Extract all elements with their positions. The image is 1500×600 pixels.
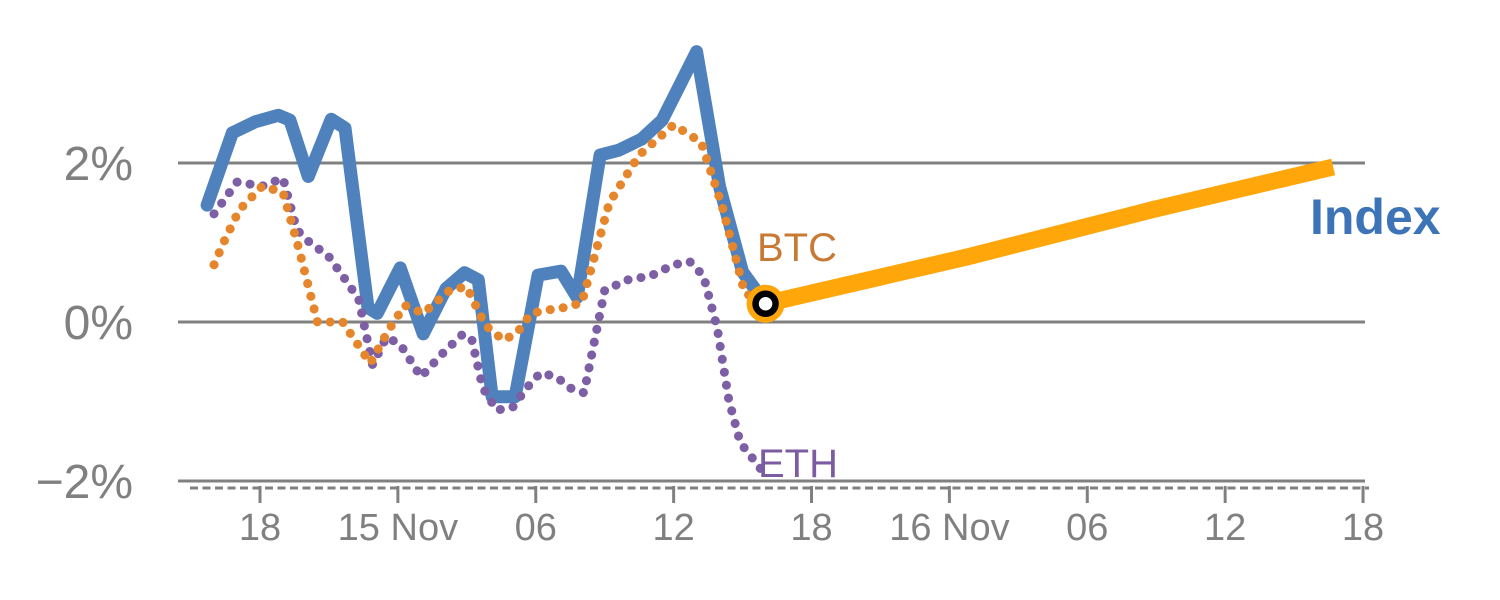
x-tick-label: 18: [1342, 507, 1384, 549]
y-axis-labels: 2% 0% −2%: [36, 138, 133, 509]
x-tick-label: 12: [652, 507, 694, 549]
eth-series-label: ETH: [758, 442, 838, 486]
x-tick-label: 18: [239, 507, 281, 549]
y-tick-label: 2%: [64, 138, 133, 191]
btc-series-label: BTC: [757, 226, 837, 270]
x-tick-label: 06: [1066, 507, 1108, 549]
x-tick-label: 15 Nov: [338, 507, 458, 549]
x-tick-label: 16 Nov: [889, 507, 1009, 549]
series-lines: [200, 45, 1336, 477]
index-series-label: Index: [1310, 189, 1441, 245]
y-tick-label: −2%: [36, 456, 133, 509]
index-line: [200, 45, 773, 404]
index-projection-line: [763, 158, 1336, 312]
x-tick-label: 18: [790, 507, 832, 549]
x-tick-label: 12: [1204, 507, 1246, 549]
marker-ring: [752, 290, 779, 317]
btc-line: [209, 120, 766, 368]
current-point-marker: [746, 284, 785, 323]
eth-line: [209, 173, 768, 477]
gridlines: [178, 161, 1365, 483]
x-axis: 18 15 Nov 06 12 18 16 Nov 06 12 18: [190, 486, 1384, 549]
y-tick-label: 0%: [64, 297, 133, 350]
x-tick-label: 06: [515, 507, 557, 549]
